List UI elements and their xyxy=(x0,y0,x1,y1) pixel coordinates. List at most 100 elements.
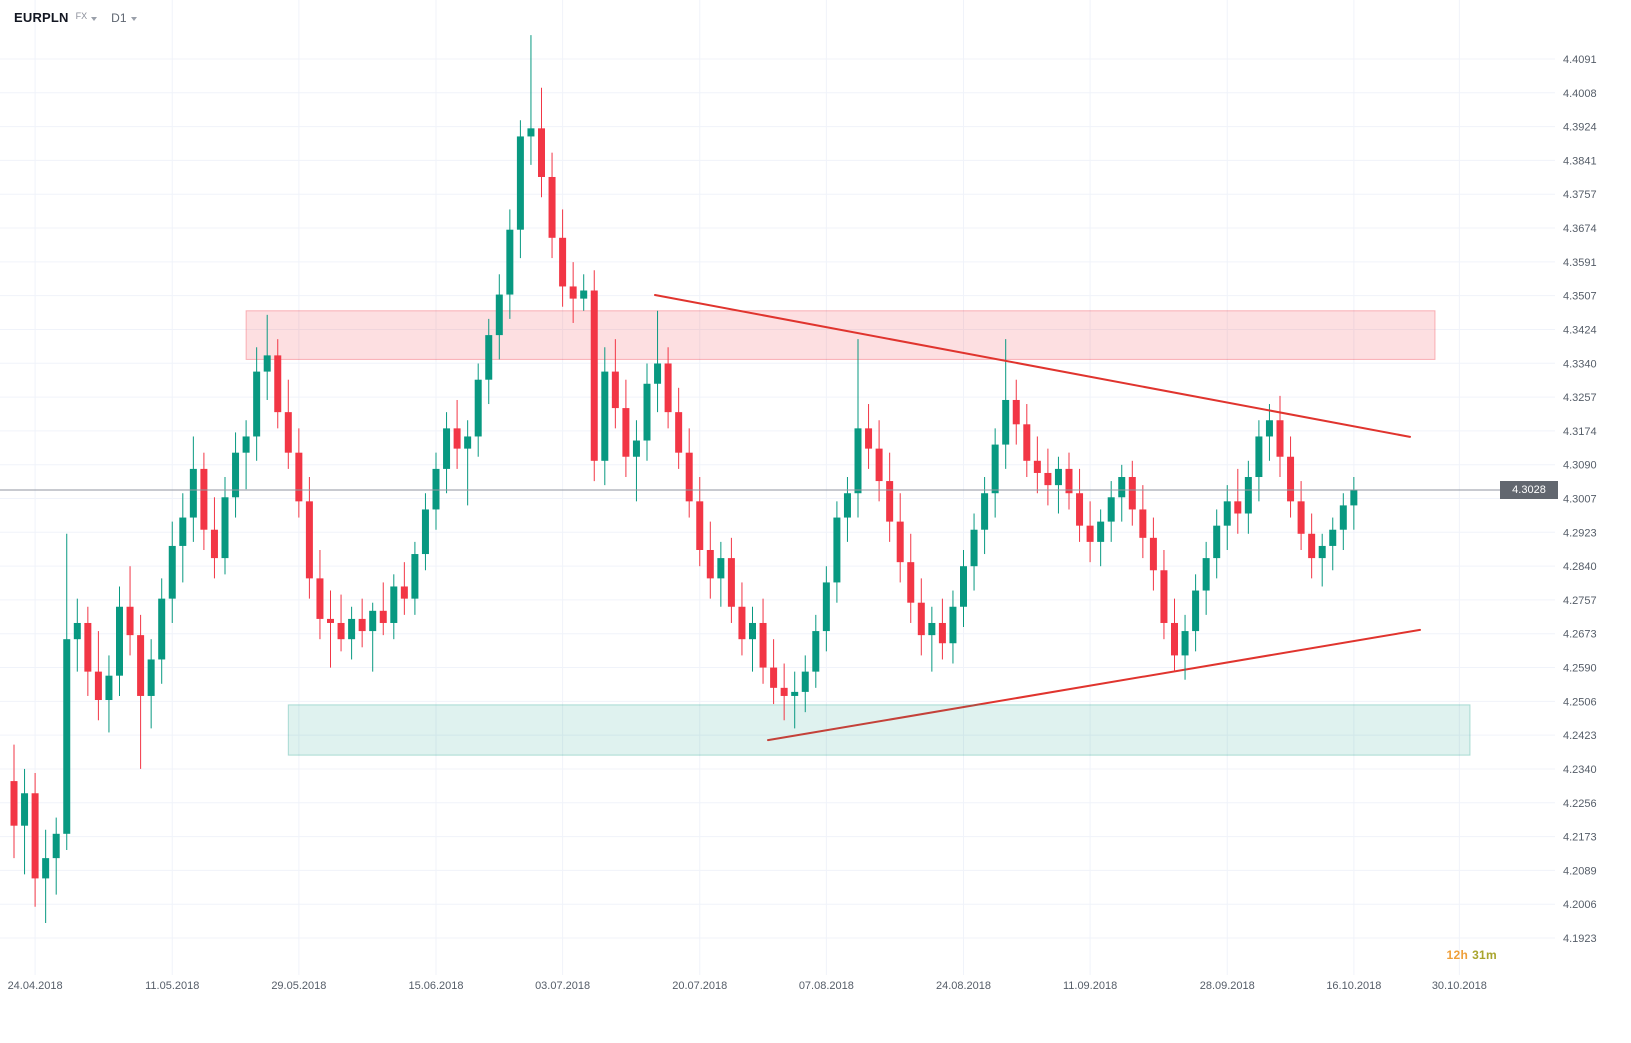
price-axis-label: 4.2673 xyxy=(1563,629,1597,641)
candle-body xyxy=(1086,525,1094,542)
descending-trendline[interactable] xyxy=(654,293,1411,438)
candle-body xyxy=(84,622,92,672)
resistance-zone[interactable] xyxy=(245,310,1436,360)
candle-body xyxy=(1023,424,1031,461)
candle-body xyxy=(1223,501,1231,526)
time-axis-label: 20.07.2018 xyxy=(672,980,727,992)
candle-body xyxy=(696,501,704,550)
price-axis-label: 4.2340 xyxy=(1563,764,1597,776)
candle-body xyxy=(654,363,662,384)
candle-body xyxy=(780,687,788,696)
candle-body xyxy=(495,294,503,336)
price-axis-label: 4.1923 xyxy=(1563,933,1597,945)
price-axis-label: 4.2173 xyxy=(1563,832,1597,844)
candle-body xyxy=(337,622,345,640)
candle-body xyxy=(421,509,429,555)
candle-body xyxy=(812,631,820,672)
price-axis-label: 4.2923 xyxy=(1563,527,1597,539)
candle-body xyxy=(10,781,18,826)
candle-body xyxy=(854,428,862,494)
time-axis-label: 15.06.2018 xyxy=(408,980,463,992)
candle-body xyxy=(358,618,366,632)
candle-body xyxy=(770,667,778,688)
price-axis-label: 4.3174 xyxy=(1563,426,1597,438)
candle-body xyxy=(1107,497,1115,522)
candle-body xyxy=(1033,460,1041,473)
candle-body xyxy=(1160,570,1168,623)
chevron-down-icon[interactable] xyxy=(130,16,137,21)
time-axis-label: 30.10.2018 xyxy=(1432,980,1487,992)
candle-body xyxy=(938,622,946,644)
candle-body xyxy=(189,468,197,518)
candle-body xyxy=(1234,501,1242,514)
price-axis-label: 4.3757 xyxy=(1563,189,1597,201)
candle-body xyxy=(1308,533,1316,559)
candle-body xyxy=(516,136,524,230)
candle-body xyxy=(411,554,419,599)
time-axis-label: 24.04.2018 xyxy=(8,980,63,992)
price-axis-label: 4.4008 xyxy=(1563,88,1597,100)
candle-body xyxy=(474,379,482,437)
candle-body xyxy=(727,558,735,607)
candle-body xyxy=(1171,622,1178,656)
candle-body xyxy=(179,517,187,546)
time-axis-label: 11.05.2018 xyxy=(145,980,199,992)
candle-body xyxy=(263,355,271,372)
candle-body xyxy=(1044,472,1052,486)
price-axis-label: 4.3007 xyxy=(1563,494,1597,506)
time-axis-label: 24.08.2018 xyxy=(936,980,991,992)
candle-body xyxy=(390,586,398,623)
candle-body xyxy=(21,793,29,826)
price-axis-label: 4.4091 xyxy=(1563,54,1597,66)
candle-body xyxy=(348,618,356,640)
candle-body xyxy=(369,610,377,632)
candle-body xyxy=(158,598,166,660)
symbol-market: FX xyxy=(75,10,88,21)
candle-body xyxy=(1128,477,1136,510)
candle-body xyxy=(706,549,714,579)
candle-body xyxy=(116,606,123,676)
candle-body xyxy=(485,335,493,380)
countdown-minutes: 31m xyxy=(1472,948,1497,962)
candle-body xyxy=(675,412,683,453)
candle-body xyxy=(1287,456,1295,502)
price-axis-label: 4.2840 xyxy=(1563,561,1597,573)
candle-body xyxy=(580,290,588,299)
ascending-trendline[interactable] xyxy=(767,628,1421,742)
candle-countdown: 12h 31m xyxy=(1447,948,1498,962)
candle-body xyxy=(1339,505,1347,530)
candle-body xyxy=(843,493,851,518)
candle-body xyxy=(105,675,113,701)
symbol-name[interactable]: EURPLN xyxy=(14,10,69,25)
candle-body xyxy=(738,606,746,640)
price-axis-label: 4.3090 xyxy=(1563,460,1597,472)
price-axis-label: 4.2089 xyxy=(1563,865,1597,877)
candle-body xyxy=(538,128,545,177)
candle-body xyxy=(896,521,904,563)
candle-body xyxy=(379,610,387,623)
timeframe-selector[interactable]: D1 xyxy=(111,10,127,25)
candle-body xyxy=(949,606,957,644)
candle-body xyxy=(506,229,514,295)
candle-body xyxy=(622,408,630,457)
candle-body xyxy=(749,622,756,640)
candle-body xyxy=(632,440,640,457)
candle-body xyxy=(1244,477,1252,514)
support-zone[interactable] xyxy=(287,704,1471,756)
candle-body xyxy=(232,452,240,498)
price-axis-label: 4.2423 xyxy=(1563,730,1597,742)
time-axis-label: 03.07.2018 xyxy=(535,980,590,992)
time-axis-label: 16.10.2018 xyxy=(1326,980,1381,992)
candle-body xyxy=(601,371,609,461)
candle-body xyxy=(1213,525,1221,559)
candle-body xyxy=(126,606,134,636)
candle-body xyxy=(137,635,145,696)
candle-body xyxy=(822,582,830,632)
time-axis-label: 29.05.2018 xyxy=(271,980,326,992)
candle-body xyxy=(548,176,556,238)
candle-body xyxy=(284,412,292,453)
price-axis-label: 4.3257 xyxy=(1563,392,1597,404)
candle-body xyxy=(316,578,324,619)
chevron-down-icon[interactable] xyxy=(91,16,98,21)
